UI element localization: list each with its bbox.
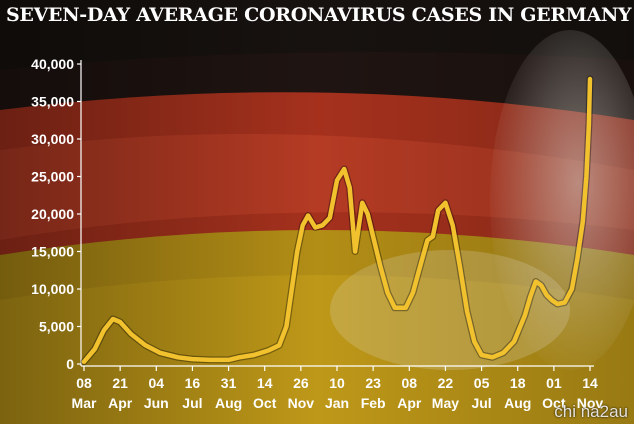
x-tick-month: Mar (72, 395, 97, 411)
x-tick-day: 08 (401, 375, 417, 391)
watermark-text: chi na2au (554, 402, 628, 421)
y-axis: 0 5,000 10,000 15,000 20,000 25,000 30,000 35,0… (31, 56, 82, 372)
x-tick-month: Jul (471, 395, 491, 411)
chart-title: SEVEN-DAY AVERAGE CORONAVIRUS CASES IN G… (6, 4, 632, 26)
x-tick-month: Jan (325, 395, 349, 411)
x-tick-day: 22 (438, 375, 454, 391)
y-tick-label: 20,000 (31, 206, 74, 222)
x-tick-day: 04 (148, 375, 164, 391)
y-tick-label: 5,000 (39, 319, 74, 335)
x-tick-month: Oct (253, 395, 277, 411)
x-tick-day: 23 (365, 375, 381, 391)
y-tick-label: 15,000 (31, 244, 74, 260)
x-tick-month: Oct (542, 395, 566, 411)
x-tick-month: May (432, 395, 459, 411)
x-tick-month: Apr (397, 395, 422, 411)
x-tick-month: Nov (577, 395, 604, 411)
x-tick-day: 08 (76, 375, 92, 391)
x-tick-day: 31 (221, 375, 237, 391)
x-tick-month: Apr (108, 395, 133, 411)
series-line (81, 76, 593, 365)
x-tick-day: 10 (329, 375, 345, 391)
y-tick-label: 30,000 (31, 131, 74, 147)
x-tick-day: 01 (546, 375, 562, 391)
y-tick-label: 25,000 (31, 169, 74, 185)
x-tick-day: 16 (185, 375, 201, 391)
x-tick-day: 14 (257, 375, 273, 391)
series-layer (80, 75, 594, 366)
x-axis: 08 Mar 21 Apr 04 Jun 16 Jul 31 Aug 14 Oct 26 Nov 10 Jan… (72, 365, 604, 411)
x-tick-month: Aug (504, 395, 531, 411)
x-tick-month: Jun (144, 395, 169, 411)
x-tick-day: 21 (112, 375, 128, 391)
y-tick-label: 10,000 (31, 281, 74, 297)
x-tick-month: Aug (215, 395, 242, 411)
x-tick-day: 14 (582, 375, 598, 391)
x-tick-day: 18 (510, 375, 526, 391)
y-tick-label: 40,000 (31, 56, 74, 72)
x-tick-month: Nov (288, 395, 315, 411)
series-line-shadow (80, 75, 594, 366)
x-tick-day: 26 (293, 375, 309, 391)
x-tick-month: Feb (361, 395, 386, 411)
y-tick-label: 0 (66, 356, 74, 372)
x-tick-month: Jul (182, 395, 202, 411)
y-tick-label: 35,000 (31, 94, 74, 110)
x-tick-day: 05 (474, 375, 490, 391)
